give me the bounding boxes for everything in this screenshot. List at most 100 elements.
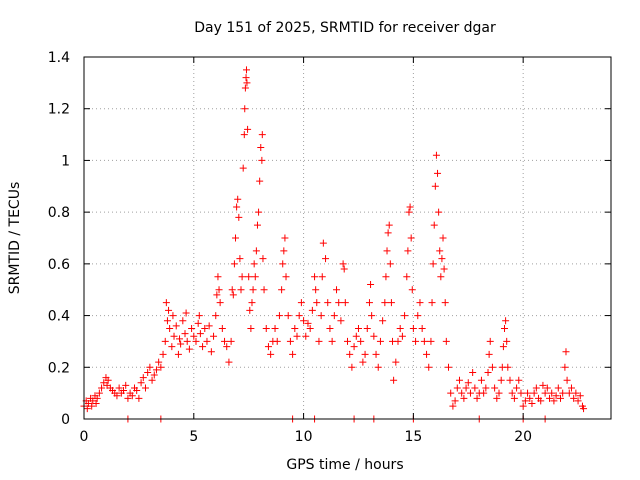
data-point — [228, 286, 236, 294]
data-point — [201, 325, 209, 332]
grid — [84, 57, 611, 419]
data-point — [543, 384, 551, 392]
data-point — [330, 312, 338, 320]
data-point — [510, 394, 518, 402]
data-point — [428, 299, 436, 307]
data-point — [458, 389, 466, 397]
data-point — [462, 384, 470, 392]
data-point — [295, 312, 303, 320]
data-point — [262, 325, 270, 332]
data-point — [562, 348, 570, 356]
data-point — [477, 376, 485, 384]
data-point — [337, 317, 345, 325]
data-point — [286, 337, 294, 345]
data-point — [374, 363, 382, 371]
data-point — [242, 74, 250, 82]
data-point — [194, 319, 202, 327]
data-point — [550, 397, 558, 405]
data-point — [495, 389, 503, 397]
data-point — [146, 363, 154, 371]
data-point — [504, 363, 512, 371]
data-point — [339, 260, 347, 268]
data-point — [115, 384, 123, 392]
data-point — [488, 363, 496, 371]
data-point — [174, 350, 182, 358]
data-point — [210, 332, 218, 340]
data-point — [318, 273, 326, 281]
tick-labels: 0 0.2 0.4 0.6 0.8 1 1.2 1.4 0 5 10 15 20 — [48, 50, 532, 445]
data-point — [230, 260, 238, 268]
data-point — [491, 384, 499, 392]
data-point — [137, 379, 145, 387]
plot-frame — [83, 56, 612, 420]
data-point — [162, 299, 170, 307]
data-point — [319, 239, 327, 247]
data-point — [420, 337, 428, 345]
data-point — [372, 350, 380, 358]
data-point — [205, 322, 213, 330]
data-point — [141, 384, 149, 392]
data-point — [104, 376, 112, 384]
data-point — [396, 325, 404, 332]
x-axis-title: GPS time / hours — [286, 457, 403, 473]
data-point — [227, 337, 235, 345]
data-point — [328, 337, 336, 345]
data-point — [165, 306, 173, 314]
y-tick-label: 1.2 — [48, 102, 70, 118]
data-point — [561, 363, 569, 371]
data-point — [416, 299, 424, 307]
data-point — [280, 247, 288, 255]
data-point — [546, 394, 554, 402]
data-point — [225, 358, 233, 366]
data-point — [418, 325, 426, 332]
data-point — [122, 381, 130, 389]
data-point — [312, 286, 320, 294]
data-point — [382, 273, 390, 281]
data-point — [239, 164, 247, 172]
data-point — [365, 299, 373, 307]
data-point — [406, 203, 414, 211]
y-tick-label: 0.6 — [48, 257, 70, 273]
data-point — [253, 221, 261, 229]
data-point — [425, 363, 433, 371]
data-point — [493, 394, 501, 402]
data-point — [517, 389, 525, 397]
data-point — [92, 399, 100, 407]
data-point — [113, 392, 121, 400]
data-point — [471, 384, 479, 392]
data-point — [376, 337, 384, 345]
data-point — [255, 208, 263, 216]
data-point — [385, 221, 393, 229]
data-point — [188, 325, 196, 332]
data-point — [148, 376, 156, 384]
data-points — [80, 66, 588, 423]
data-point — [519, 402, 527, 410]
data-point — [273, 337, 281, 345]
data-point — [501, 325, 509, 332]
data-point — [324, 299, 332, 307]
data-point — [455, 376, 463, 384]
data-point — [241, 105, 249, 113]
data-point — [291, 325, 299, 332]
data-point — [215, 286, 223, 294]
x-tick-label: 0 — [80, 429, 89, 445]
data-point — [317, 312, 325, 320]
data-point — [497, 376, 505, 384]
data-point — [169, 312, 177, 320]
y-tick-label: 0.2 — [48, 360, 70, 376]
data-point — [213, 291, 221, 299]
data-point — [235, 213, 243, 221]
data-point — [386, 260, 394, 268]
data-point — [267, 350, 275, 358]
data-point — [574, 397, 582, 405]
data-point — [398, 332, 406, 340]
data-point — [409, 325, 417, 332]
data-point — [437, 273, 445, 281]
data-point — [521, 397, 529, 405]
data-point — [435, 208, 443, 216]
data-point — [447, 389, 455, 397]
data-point — [282, 273, 290, 281]
data-point — [442, 337, 450, 345]
x-tick-label: 10 — [295, 429, 313, 445]
data-point — [203, 337, 211, 345]
